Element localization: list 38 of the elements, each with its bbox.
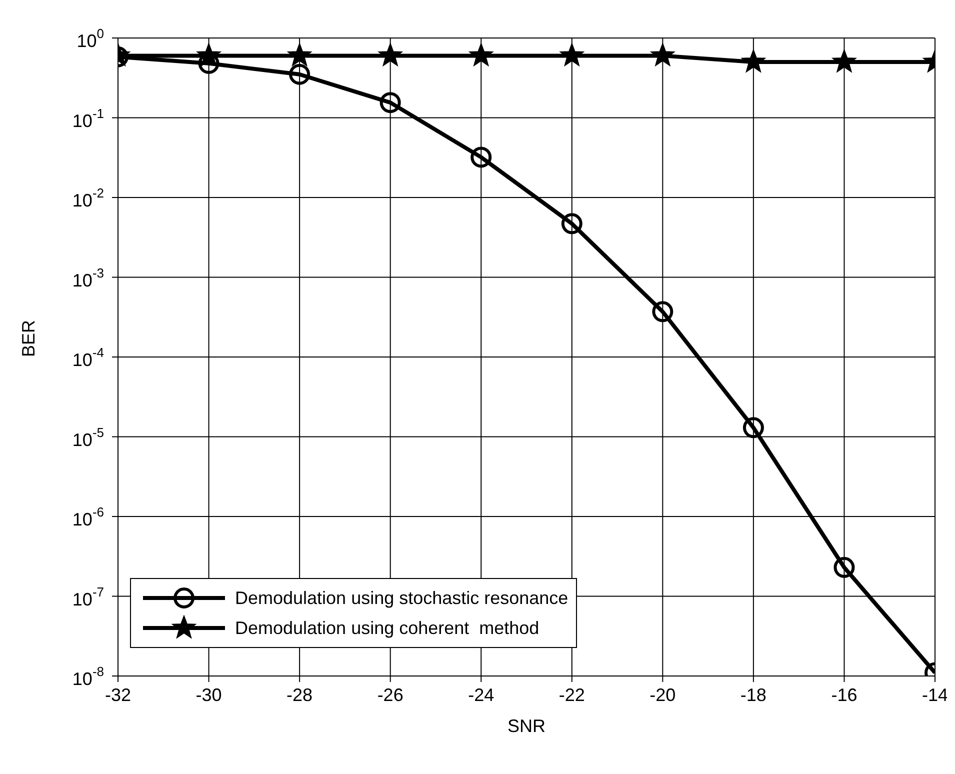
y-tick-label: 10$^{-8}$ [72,664,104,689]
x-tick-label: -14 [922,684,948,705]
x-tick-label: -20 [650,684,676,705]
y-tick-label: 10$^{0}$ [76,26,104,51]
legend-label: Demodulation using stochastic resonance [235,588,568,608]
legend-label: Demodulation using coherent method [235,618,540,638]
point [289,64,310,85]
point [834,556,855,578]
y-tick-label: 10$^{-6}$ [72,504,104,530]
point [742,417,764,438]
point [288,43,312,66]
y-tick-label: 10$^{-1}$ [72,106,104,130]
point [378,43,402,66]
x-tick-label: -16 [831,684,858,705]
point [469,43,494,66]
point [652,301,674,322]
x-tick-label: -18 [740,684,766,705]
x-axis-title: SNR [507,716,546,736]
point [650,43,675,66]
x-tick-label: -24 [468,684,494,705]
point [560,43,584,66]
x-tick-label: -26 [377,684,404,705]
point [561,213,582,234]
point [832,50,856,72]
y-tick-label: 10$^{-4}$ [72,344,104,370]
y-tick-label: 10$^{-2}$ [72,185,104,210]
x-tick-label: -22 [558,684,585,705]
y-axis-title: BER [18,320,38,357]
point [742,50,766,72]
x-tick-label: -30 [196,684,222,705]
point [470,146,492,168]
point [196,43,221,66]
x-tick-label: -28 [286,684,313,705]
x-tick-label: -32 [104,684,132,705]
y-tick-label: 10$^{-5}$ [72,424,104,450]
y-tick-label: 10$^{-7}$ [72,584,104,609]
y-tick-label: 10$^{-3}$ [72,265,104,290]
point [380,92,401,114]
